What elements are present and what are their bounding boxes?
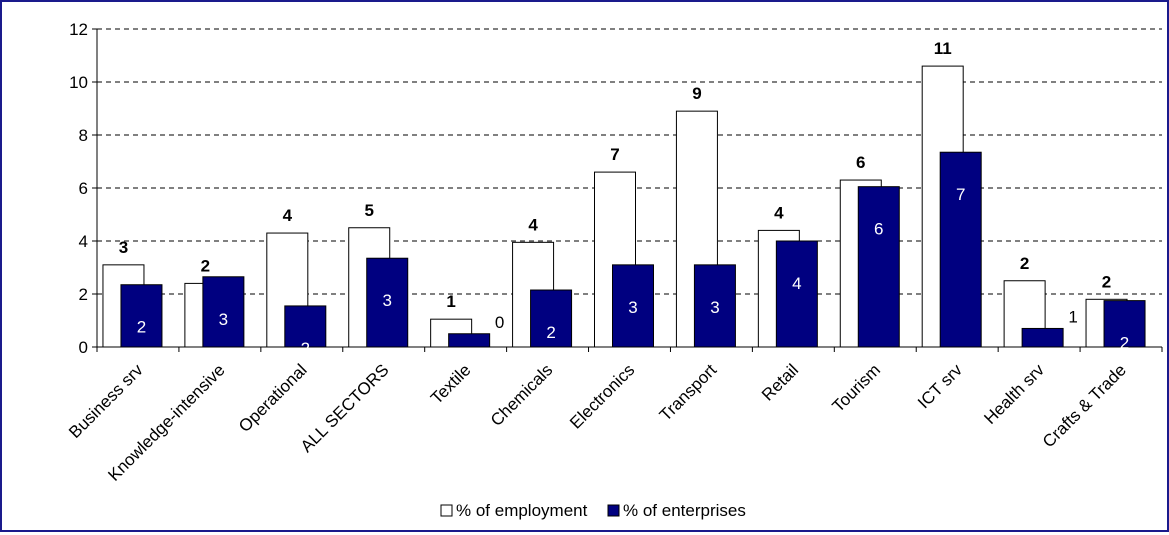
data-label-enterprises: 0 <box>495 313 504 332</box>
x-category-label: Business srv <box>65 360 147 442</box>
data-label-enterprises: 2 <box>137 318 146 337</box>
x-category-label: Health srv <box>980 360 1048 428</box>
data-label-enterprises: 3 <box>710 298 719 317</box>
data-label-enterprises: 2 <box>1120 334 1129 353</box>
data-label-employment: 3 <box>119 238 128 257</box>
data-label-employment: 6 <box>856 153 865 172</box>
y-tick-label: 2 <box>79 285 88 304</box>
x-category-label: Textile <box>427 360 475 408</box>
legend-label-employment: % of employment <box>456 501 588 520</box>
x-category-label: ICT srv <box>914 360 966 412</box>
x-category-label: Operational <box>235 360 311 436</box>
data-label-employment: 7 <box>610 145 619 164</box>
data-label-enterprises: 3 <box>382 291 391 310</box>
x-category-label: Transport <box>656 360 721 425</box>
y-tick-label: 4 <box>79 232 88 251</box>
bar-enterprises <box>366 257 409 348</box>
data-label-enterprises: 1 <box>1068 307 1077 326</box>
data-label-enterprises: 4 <box>792 274 801 293</box>
data-label-employment: 11 <box>934 39 952 58</box>
data-label-enterprises: 2 <box>546 323 555 342</box>
data-label-employment: 4 <box>283 206 293 225</box>
data-label-employment: 5 <box>364 201 373 220</box>
bar-enterprises <box>1103 300 1146 348</box>
data-label-enterprises: 6 <box>874 220 883 239</box>
data-label-employment: 2 <box>1102 272 1111 291</box>
y-tick-label: 12 <box>69 20 88 39</box>
bar-enterprises <box>612 264 654 348</box>
legend-swatch-enterprises <box>607 504 620 517</box>
y-tick-label: 10 <box>69 73 88 92</box>
data-label-employment: 4 <box>528 215 538 234</box>
data-label-employment: 9 <box>692 84 701 103</box>
bar-enterprises <box>775 240 818 348</box>
y-tick-label: 0 <box>79 338 88 357</box>
legend-label-enterprises: % of enterprises <box>623 501 746 520</box>
bars <box>102 65 1146 348</box>
data-labels: 3 2 2 3 4 2 5 3 1 0 4 2 7 3 9 3 4 4 6 6 11 7 2 1 2 2 <box>119 39 1130 358</box>
bar-enterprises <box>120 284 163 348</box>
legend-swatch-employment <box>440 504 453 517</box>
x-category-label: ALL SECTORS <box>297 360 393 456</box>
data-label-employment: 4 <box>774 203 784 222</box>
data-label-enterprises: 2 <box>301 339 310 358</box>
data-label-enterprises: 7 <box>956 185 965 204</box>
x-category-label: Electronics <box>566 360 638 432</box>
x-category-label: Retail <box>758 360 802 404</box>
bar-enterprises <box>448 333 491 348</box>
bar-enterprises <box>939 151 982 348</box>
legend: % of employment % of enterprises <box>440 501 746 520</box>
data-label-enterprises: 3 <box>628 298 637 317</box>
bar-enterprises <box>693 264 736 348</box>
data-label-employment: 2 <box>1020 254 1029 273</box>
data-label-enterprises: 3 <box>219 310 228 329</box>
data-label-employment: 2 <box>201 256 210 275</box>
x-category-label: Chemicals <box>487 360 557 430</box>
x-category-label: Crafts & Trade <box>1039 360 1130 451</box>
y-tick-label: 6 <box>79 179 88 198</box>
x-category-label: Tourism <box>829 360 885 416</box>
bar-enterprises <box>1021 327 1064 348</box>
bar-enterprises <box>202 276 245 348</box>
data-label-employment: 1 <box>446 292 455 311</box>
bar-enterprises <box>857 186 900 348</box>
bar-enterprises <box>284 305 327 348</box>
y-tick-label: 8 <box>79 126 88 145</box>
